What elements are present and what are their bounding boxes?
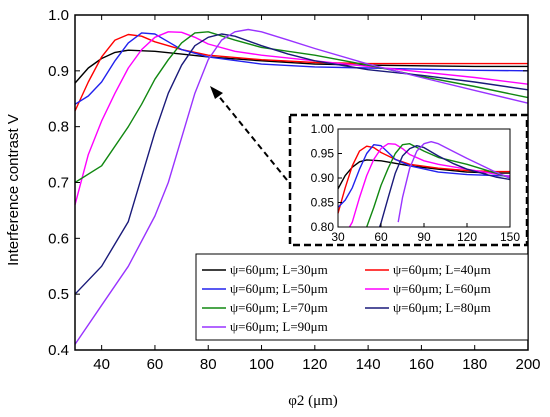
inset-series-line-6 bbox=[378, 144, 511, 228]
legend-label-4: ψ=60μm; L=60μm bbox=[393, 281, 491, 296]
inset-series-line-7 bbox=[397, 140, 511, 223]
main-series-lines bbox=[74, 28, 529, 345]
series-line-7 bbox=[74, 28, 529, 345]
inset-y-tick-label: 0.80 bbox=[311, 220, 335, 234]
inset-x-tick-label: 120 bbox=[457, 230, 477, 244]
inset-plot: 30 60 90 120 150 0.80 0.85 0.90 0.95 1.00 bbox=[288, 113, 529, 247]
series-line-6 bbox=[74, 33, 529, 295]
y-tick-label: 1.0 bbox=[48, 7, 69, 24]
y-tick-label: 0.5 bbox=[48, 286, 69, 303]
inset-y-tick-label: 0.85 bbox=[311, 196, 335, 210]
y-tick-label: 0.7 bbox=[48, 175, 69, 192]
inset-y-tick-label: 0.95 bbox=[311, 147, 335, 161]
inset-series-line-5 bbox=[366, 142, 511, 228]
legend-items: ψ=60μm; L=30μm ψ=60μm; L=40μm ψ=60μm; L=50… bbox=[202, 262, 491, 334]
x-tick-label: 100 bbox=[249, 356, 274, 373]
inset-series-line-4 bbox=[348, 142, 511, 228]
inset-pointer-arrow bbox=[210, 86, 288, 181]
x-tick-label: 60 bbox=[147, 356, 164, 373]
x-tick-label: 200 bbox=[515, 356, 540, 373]
inset-series-line-2 bbox=[337, 145, 510, 214]
legend-box bbox=[195, 253, 529, 341]
series-line-1 bbox=[74, 49, 528, 84]
legend-label-3: ψ=60μm; L=50μm bbox=[230, 281, 328, 296]
inset-series-line-3 bbox=[337, 143, 511, 208]
legend-label-7: ψ=60μm; L=90μm bbox=[230, 319, 328, 334]
inset-dashed-frame bbox=[288, 113, 529, 247]
inset-y-tick-label: 0.90 bbox=[311, 171, 335, 185]
x-axis-label: φ2 (μm) bbox=[288, 393, 338, 409]
inset-series-lines bbox=[337, 140, 511, 228]
x-tick-label: 120 bbox=[302, 356, 327, 373]
inset-ticks: 30 60 90 120 150 0.80 0.85 0.90 0.95 1.00 bbox=[311, 122, 521, 244]
y-tick-label: 0.6 bbox=[48, 230, 69, 247]
inset-x-tick-label: 90 bbox=[417, 230, 431, 244]
legend-label-6: ψ=60μm; L=80μm bbox=[393, 300, 491, 315]
legend-label-1: ψ=60μm; L=30μm bbox=[230, 262, 328, 277]
x-tick-label: 80 bbox=[200, 356, 217, 373]
inset-x-tick-label: 30 bbox=[331, 230, 345, 244]
y-tick-label: 0.9 bbox=[48, 63, 69, 80]
legend: ψ=60μm; L=30μm ψ=60μm; L=40μm ψ=60μm; L=50… bbox=[195, 253, 529, 341]
y-tick-label: 0.4 bbox=[48, 342, 69, 359]
y-axis-label: Interference contrast V bbox=[5, 114, 22, 266]
x-tick-label: 40 bbox=[93, 356, 110, 373]
x-tick-label: 160 bbox=[409, 356, 434, 373]
legend-label-2: ψ=60μm; L=40μm bbox=[393, 262, 491, 277]
series-line-2 bbox=[74, 33, 528, 112]
x-tick-label: 180 bbox=[462, 356, 487, 373]
y-tick-label: 0.8 bbox=[48, 119, 69, 136]
x-tick-label: 140 bbox=[356, 356, 381, 373]
inset-y-tick-label: 1.00 bbox=[311, 122, 335, 136]
legend-label-5: ψ=60μm; L=70μm bbox=[230, 300, 328, 315]
inset-x-tick-label: 150 bbox=[500, 230, 520, 244]
main-plot-area: 40 60 80 100 120 140 160 180 2000.40.50.60.70.80… bbox=[48, 7, 540, 373]
inset-x-tick-label: 60 bbox=[374, 230, 388, 244]
main-ticks: 40 60 80 100 120 140 160 180 2000.40.50.60.70.80… bbox=[48, 7, 540, 373]
